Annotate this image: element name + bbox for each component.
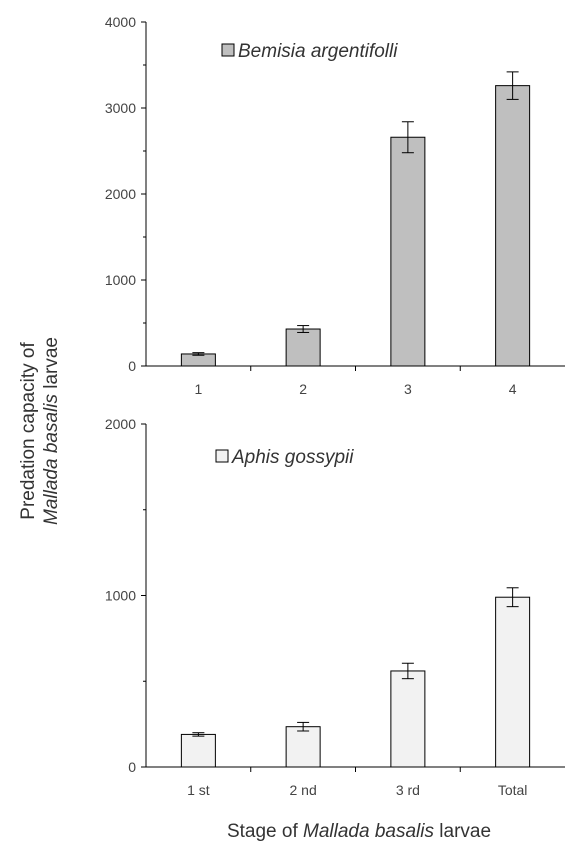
bar [180, 733, 216, 768]
legend-label: Bemisia argentifolli [238, 41, 398, 62]
y-tick-label: 1000 [105, 588, 136, 604]
x-axis-title-suffix: larvae [434, 821, 491, 842]
y-tick-label: 0 [128, 759, 136, 775]
x-tick-label: 1 [194, 381, 202, 397]
x-axis-title-prefix: Stage of [227, 821, 303, 842]
bar [495, 85, 531, 367]
legend-swatch [221, 43, 235, 57]
x-tick-label: 4 [509, 381, 517, 397]
bar [285, 328, 321, 367]
x-axis-title-species: Mallada basalis [303, 821, 434, 842]
legend-swatch [215, 449, 229, 463]
y-axis-title: Predation capacity of Mallada basalis la… [18, 337, 62, 525]
x-tick-label: 1 st [187, 782, 210, 798]
y-tick-label: 3000 [105, 100, 136, 116]
y-tick-label: 4000 [105, 14, 136, 30]
x-tick-label: 2 [299, 381, 307, 397]
y-tick-label: 1000 [105, 272, 136, 288]
bar [390, 136, 426, 367]
x-tick-label: 2 nd [290, 782, 317, 798]
y-axis-title-line2: Mallada basalis larvae [41, 337, 62, 525]
y-axis-title-suffix: larvae [41, 337, 62, 394]
y-axis-title-line1: Predation capacity of [18, 342, 39, 520]
x-tick-label: 3 rd [396, 782, 420, 798]
y-tick-label: 0 [128, 358, 136, 374]
legend-label: Aphis gossypii [231, 447, 354, 468]
bar [495, 596, 531, 768]
y-tick-label: 2000 [105, 416, 136, 432]
bottom-panel: 0 1000 2000 1 st 2 nd 3 rd Total Aphis gossypii [105, 416, 565, 798]
bar [390, 670, 426, 768]
x-axis-title: Stage of Mallada basalis larvae [227, 821, 491, 842]
bar [180, 353, 216, 367]
bar [285, 726, 321, 768]
y-tick-label: 2000 [105, 186, 136, 202]
x-tick-label: 3 [404, 381, 412, 397]
top-panel: 0 1000 2000 3000 4000 1 2 3 4 Bemisia argentifoll… [105, 14, 565, 397]
x-tick-label: Total [498, 782, 528, 798]
y-axis-title-species: Mallada basalis [41, 394, 62, 525]
